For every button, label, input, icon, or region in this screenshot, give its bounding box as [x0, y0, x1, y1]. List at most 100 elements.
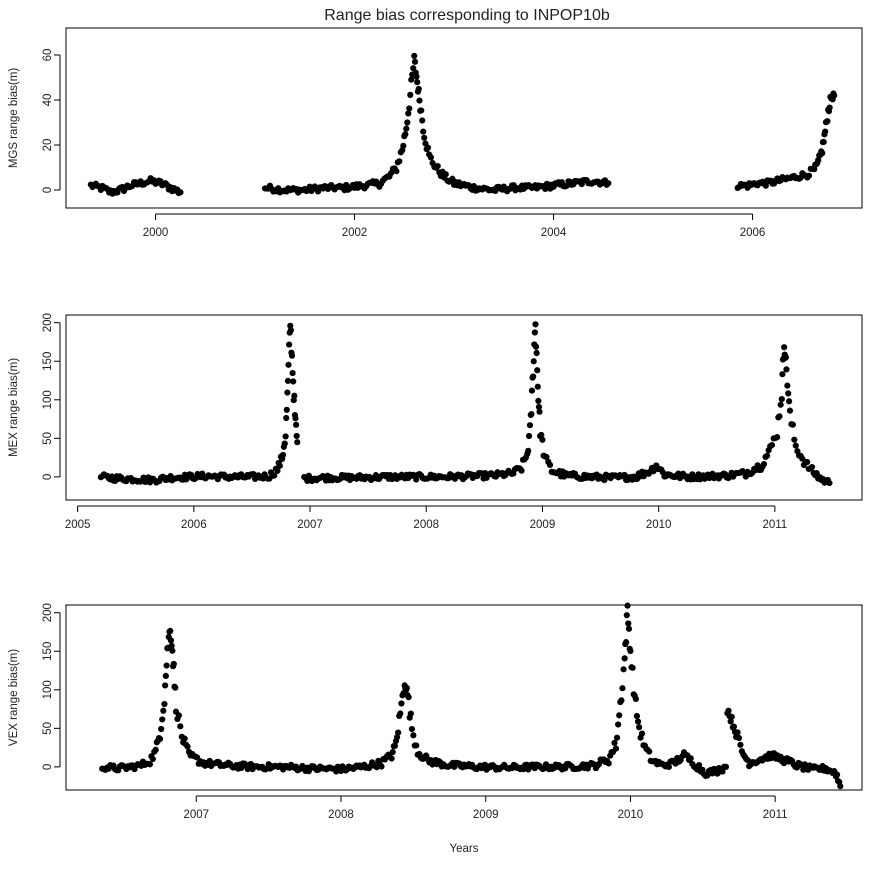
data-point	[293, 432, 300, 440]
mgs-x-tick-label: 2006	[740, 227, 766, 239]
data-point	[618, 697, 625, 704]
vex-y-tick-label: 0	[42, 764, 54, 770]
data-point	[405, 694, 412, 701]
data-point	[405, 110, 412, 117]
data-point	[413, 742, 420, 749]
vex-y-tick-label: 100	[42, 680, 54, 699]
data-point	[161, 700, 168, 708]
data-point	[837, 783, 844, 790]
data-point	[181, 735, 188, 742]
data-point	[625, 625, 633, 632]
data-point	[162, 672, 169, 679]
data-point	[634, 718, 642, 725]
data-point	[783, 366, 790, 373]
data-point	[621, 655, 628, 662]
data-point	[419, 117, 426, 124]
data-point	[146, 761, 154, 768]
data-point	[542, 185, 549, 193]
data-point	[781, 344, 788, 351]
data-point	[156, 735, 164, 743]
data-point	[287, 327, 294, 334]
data-point	[525, 447, 532, 454]
data-point	[776, 413, 783, 420]
data-point	[407, 710, 414, 717]
mgs-x-tick-label: 2002	[342, 227, 368, 239]
data-point	[410, 732, 417, 739]
data-point	[744, 757, 751, 764]
data-point	[163, 662, 170, 669]
data-point	[416, 97, 423, 104]
data-point	[518, 467, 525, 474]
data-point	[605, 760, 612, 767]
data-point	[777, 401, 784, 408]
mex-panel: 2005 2006 2007 2008 2009 2010 2011 0 50 100 150 200…	[8, 313, 863, 531]
data-point	[831, 92, 838, 99]
data-point	[636, 724, 643, 731]
data-point	[167, 637, 175, 644]
data-point	[424, 144, 432, 151]
data-point	[286, 341, 293, 348]
data-point	[784, 382, 791, 389]
mex-y-axis-label: MEX range bias(m)	[8, 358, 20, 457]
data-point	[778, 396, 785, 403]
data-point	[274, 467, 281, 474]
data-point	[543, 453, 550, 461]
data-point	[427, 154, 435, 161]
data-point	[535, 403, 543, 411]
data-point	[291, 392, 298, 399]
data-point	[402, 131, 409, 138]
mex-x-tick-label: 2010	[646, 519, 672, 531]
data-point	[546, 461, 554, 469]
data-point	[528, 410, 535, 418]
data-point	[735, 734, 743, 742]
data-point	[531, 329, 538, 336]
mgs-y-tick-label: 0	[42, 187, 54, 193]
data-point	[160, 707, 167, 714]
data-point	[158, 725, 165, 733]
data-point	[533, 349, 540, 357]
data-point	[396, 158, 403, 165]
mex-y-tick-label: 150	[42, 352, 54, 371]
data-point	[397, 710, 404, 717]
data-point	[737, 741, 744, 748]
data-point	[763, 452, 771, 459]
vex-y-axis-label: VEX range bias(m)	[8, 649, 20, 746]
mex-x-tick-label: 2011	[762, 519, 787, 531]
data-point	[403, 125, 410, 132]
data-point	[285, 361, 292, 368]
data-point	[774, 434, 781, 441]
data-point	[532, 343, 540, 350]
mgs-x-tick-label: 2004	[541, 227, 567, 239]
data-point	[605, 180, 612, 187]
data-point	[725, 707, 732, 714]
data-point	[719, 768, 726, 775]
vex-y-tick-label: 50	[42, 722, 54, 735]
mgs-y-axis-label: MGS range bias(m)	[8, 68, 20, 169]
data-point	[149, 755, 156, 763]
data-point	[819, 150, 826, 157]
data-point	[734, 729, 741, 736]
mgs-x-tick-label: 2000	[143, 227, 169, 239]
data-point	[175, 712, 182, 719]
data-point	[389, 748, 396, 756]
data-point	[805, 172, 813, 179]
data-point	[276, 462, 283, 469]
data-point	[406, 105, 413, 112]
data-point	[629, 664, 636, 671]
data-point	[728, 713, 735, 720]
data-point	[184, 743, 191, 750]
data-point	[421, 134, 428, 141]
data-point	[404, 119, 411, 126]
data-point	[279, 451, 287, 459]
mex-y-tick-label: 50	[42, 432, 54, 445]
data-point	[434, 162, 441, 170]
data-point	[414, 79, 421, 86]
data-point	[388, 755, 395, 762]
data-point	[777, 753, 784, 760]
data-point	[815, 156, 822, 164]
data-point	[292, 415, 299, 422]
data-point	[294, 439, 301, 446]
data-point	[408, 725, 415, 733]
mgs-panel: 2000 2002 2004 2006 0 20 40 60 MGS range bias(m)	[8, 27, 863, 239]
mex-plot-frame	[65, 314, 863, 501]
